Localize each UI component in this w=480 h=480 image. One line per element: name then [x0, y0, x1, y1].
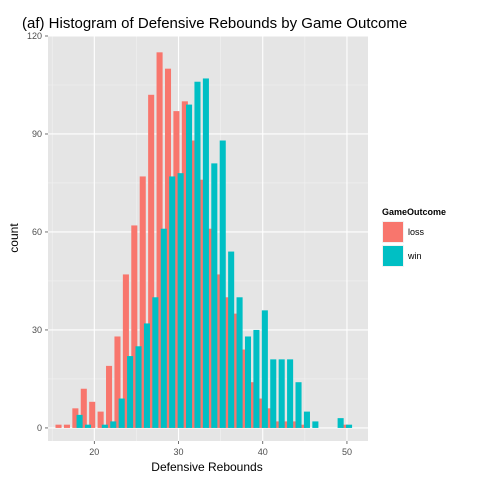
bar-win: [186, 104, 193, 428]
bar-win: [127, 356, 134, 428]
legend-item-win: win: [382, 245, 422, 267]
bar-win: [118, 398, 125, 428]
bar-win: [303, 411, 310, 428]
bar-loss: [131, 225, 138, 428]
legend-label: win: [407, 251, 422, 261]
bar-loss: [97, 411, 104, 428]
bar-loss: [257, 398, 264, 428]
bar-win: [194, 81, 201, 428]
y-tick-label: 30: [32, 325, 42, 335]
bar-loss: [122, 274, 129, 428]
x-tick-label: 30: [174, 447, 184, 457]
series-win: [76, 78, 353, 428]
bar-loss: [291, 421, 298, 428]
x-axis-ticks: 20 30 40 50: [89, 441, 352, 457]
bar-loss: [139, 176, 146, 428]
bar-loss: [207, 228, 214, 428]
bar-loss: [106, 365, 113, 428]
legend: GameOutcome loss win: [382, 207, 446, 267]
bar-win: [152, 297, 159, 428]
bar-win: [244, 336, 252, 428]
bar-loss: [173, 111, 180, 428]
bar-win: [236, 297, 243, 428]
y-tick-label: 0: [37, 423, 42, 433]
legend-title: GameOutcome: [382, 207, 446, 217]
bar-loss: [266, 408, 273, 428]
bar-win: [84, 424, 92, 428]
x-tick-label: 40: [258, 447, 268, 457]
bar-win: [287, 359, 294, 428]
bar-loss: [156, 52, 163, 428]
bar-win: [337, 418, 344, 428]
bar-win: [135, 346, 142, 428]
bar-loss: [215, 274, 222, 428]
bar-loss: [240, 349, 247, 428]
bar-win: [169, 176, 176, 428]
legend-key-swatch: [383, 246, 403, 266]
bar-win: [101, 424, 108, 428]
chart-title: (af) Histogram of Defensive Rebounds by …: [22, 15, 407, 32]
bar-win: [177, 173, 184, 428]
x-axis-title: Defensive Rebounds: [151, 460, 262, 474]
y-tick-label: 120: [27, 31, 42, 41]
bar-win: [76, 414, 83, 428]
bar-win: [219, 140, 226, 428]
x-tick-label: 50: [342, 447, 352, 457]
bar-loss: [299, 424, 306, 428]
bar-loss: [341, 424, 348, 428]
bar-win: [160, 228, 167, 428]
bar-loss: [72, 408, 79, 428]
legend-key-swatch: [383, 222, 403, 242]
bar-win: [110, 421, 117, 428]
bar-loss: [282, 421, 289, 428]
bar-loss: [274, 421, 281, 428]
bars: [55, 52, 353, 428]
bar-loss: [114, 336, 121, 428]
bar-win: [295, 382, 302, 428]
bar-win: [211, 163, 218, 428]
bar-win: [261, 310, 268, 428]
bar-win: [253, 329, 260, 428]
bar-loss: [148, 94, 155, 428]
bar-loss: [190, 140, 197, 428]
bar-loss: [181, 101, 188, 428]
bar-loss: [80, 388, 87, 428]
bar-loss: [198, 179, 205, 428]
bar-loss: [223, 297, 230, 428]
bar-win: [202, 78, 209, 428]
bar-loss: [232, 313, 239, 428]
series-loss: [55, 52, 348, 428]
bar-win: [270, 359, 277, 428]
x-tick-label: 20: [89, 447, 99, 457]
bar-win: [143, 323, 150, 428]
y-tick-label: 90: [32, 129, 42, 139]
bar-loss: [164, 68, 172, 428]
bar-loss: [63, 424, 70, 428]
bar-loss: [89, 401, 96, 428]
y-axis-title: count: [7, 223, 21, 253]
bar-win: [346, 424, 353, 428]
legend-item-loss: loss: [382, 221, 425, 243]
y-tick-label: 60: [32, 227, 42, 237]
legend-label: loss: [408, 227, 425, 237]
bar-loss: [55, 424, 62, 428]
bar-loss: [249, 382, 256, 428]
y-axis-ticks: 0 30 60 90 120: [27, 31, 48, 433]
bar-win: [312, 421, 319, 428]
bar-win: [228, 251, 235, 428]
bar-win: [278, 359, 285, 428]
